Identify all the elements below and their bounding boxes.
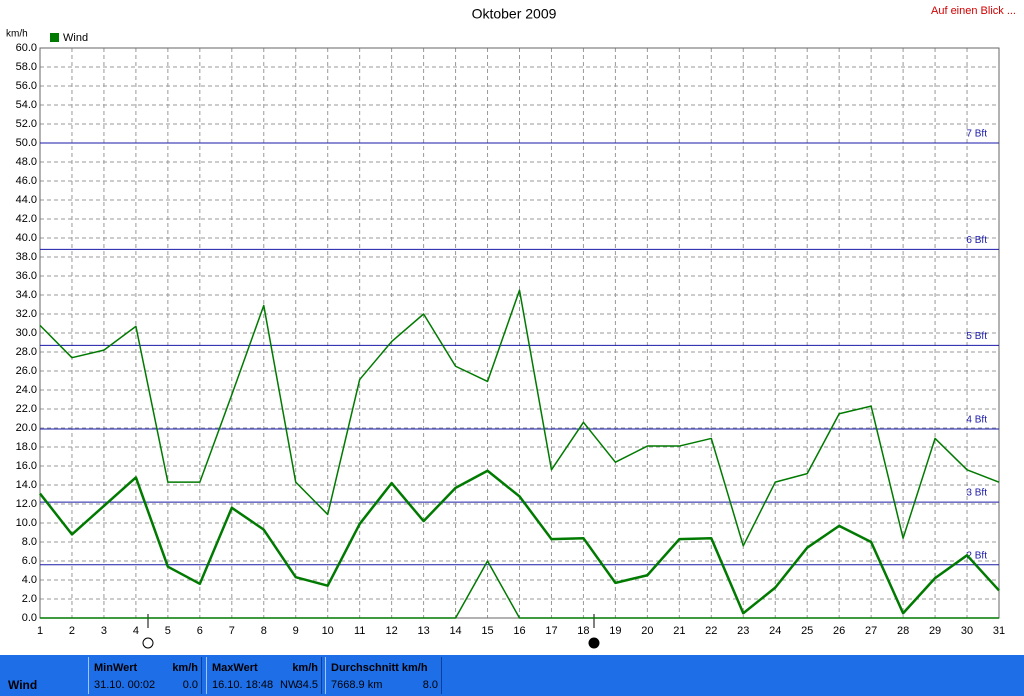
- y-tick-label: 28.0: [16, 346, 37, 358]
- legend-label: Wind: [63, 32, 88, 44]
- y-tick-label: 10.0: [16, 517, 37, 529]
- x-tick-label: 18: [577, 625, 589, 637]
- x-tick-label: 25: [801, 625, 813, 637]
- x-tick-label: 31: [993, 625, 1005, 637]
- series-line: [39, 289, 1000, 547]
- x-tick-label: 10: [322, 625, 334, 637]
- box-title: MinWert: [94, 662, 138, 674]
- y-tick-label: 30.0: [16, 327, 37, 339]
- y-tick-label: 50.0: [16, 137, 37, 149]
- beaufort-label: 5 Bft: [966, 331, 987, 342]
- x-tick-label: 26: [833, 625, 845, 637]
- y-tick-label: 14.0: [16, 479, 37, 491]
- x-tick-label: 23: [737, 625, 749, 637]
- y-tick-label: 58.0: [16, 61, 37, 73]
- y-tick-label: 18.0: [16, 441, 37, 453]
- y-tick-label: 6.0: [22, 555, 37, 567]
- y-tick-label: 2.0: [22, 593, 37, 605]
- beaufort-label: 3 Bft: [966, 488, 987, 499]
- x-tick-label: 22: [705, 625, 717, 637]
- avg-box: Durchschnitt km/h 7668.9 km 8.0: [325, 657, 442, 694]
- y-tick-label: 48.0: [16, 156, 37, 168]
- x-tick-label: 17: [545, 625, 557, 637]
- chart: Oktober 2009 Auf einen Blick ... km/h Wi…: [6, 5, 1016, 649]
- x-tick-label: 3: [101, 625, 107, 637]
- y-tick-label: 12.0: [16, 498, 37, 510]
- y-tick-label: 34.0: [16, 289, 37, 301]
- beaufort-label: 2 Bft: [966, 550, 987, 561]
- overview-link[interactable]: Auf einen Blick ...: [931, 5, 1016, 17]
- y-tick-label: 56.0: [16, 80, 37, 92]
- y-tick-label: 44.0: [16, 194, 37, 206]
- x-tick-label: 15: [481, 625, 493, 637]
- x-tick-label: 12: [386, 625, 398, 637]
- x-tick-label: 27: [865, 625, 877, 637]
- y-tick-label: 32.0: [16, 308, 37, 320]
- beaufort-label: 7 Bft: [966, 129, 987, 140]
- x-tick-label: 13: [417, 625, 429, 637]
- y-tick-label: 26.0: [16, 365, 37, 377]
- box-distance: 7668.9 km: [331, 679, 383, 691]
- box-value: 0.0: [182, 679, 198, 691]
- box-value: 8.0: [422, 679, 438, 691]
- beaufort-label: 6 Bft: [966, 235, 987, 246]
- series-line: [39, 469, 1000, 615]
- full-moon-icon: [142, 637, 154, 649]
- box-unit: km/h: [292, 662, 318, 674]
- y-tick-label: 52.0: [16, 118, 37, 130]
- series-line: [40, 560, 999, 619]
- x-tick-label: 2: [69, 625, 75, 637]
- box-value: 34.5: [296, 679, 318, 691]
- beaufort-label: 4 Bft: [966, 415, 987, 426]
- y-tick-label: 54.0: [16, 99, 37, 111]
- y-tick-label: 38.0: [16, 251, 37, 263]
- y-tick-label: 24.0: [16, 384, 37, 396]
- max-box: MaxWert km/h 16.10. 18:48 NW 34.5: [206, 657, 322, 694]
- x-tick-label: 21: [673, 625, 685, 637]
- chart-title: Oktober 2009: [472, 6, 557, 22]
- y-tick-label: 20.0: [16, 422, 37, 434]
- x-tick-label: 11: [354, 625, 365, 637]
- y-tick-label: 60.0: [16, 42, 37, 54]
- y-tick-label: 16.0: [16, 460, 37, 472]
- x-tick-label: 20: [641, 625, 653, 637]
- box-time: 31.10. 00:02: [94, 679, 156, 691]
- x-tick-label: 1: [37, 625, 43, 637]
- y-tick-label: 46.0: [16, 175, 37, 187]
- x-tick-label: 4: [133, 625, 139, 637]
- y-tick-label: 40.0: [16, 232, 37, 244]
- y-tick-label: 0.0: [22, 612, 37, 624]
- box-title: MaxWert: [212, 662, 258, 674]
- x-tick-label: 6: [197, 625, 203, 637]
- y-tick-label: 36.0: [16, 270, 37, 282]
- x-tick-label: 5: [165, 625, 171, 637]
- y-tick-label: 22.0: [16, 403, 37, 415]
- y-tick-label: 4.0: [22, 574, 37, 586]
- y-unit: km/h: [6, 29, 28, 40]
- x-tick-label: 19: [609, 625, 621, 637]
- box-direction: NW: [280, 679, 299, 691]
- new-moon-icon: [588, 637, 600, 649]
- box-time: 16.10. 18:48: [212, 679, 274, 691]
- box-title: Durchschnitt km/h: [331, 662, 428, 674]
- x-tick-label: 28: [897, 625, 909, 637]
- x-tick-label: 30: [961, 625, 973, 637]
- box-unit: km/h: [172, 662, 198, 674]
- x-tick-label: 9: [293, 625, 299, 637]
- y-tick-label: 8.0: [22, 536, 37, 548]
- legend-swatch: [50, 33, 59, 42]
- x-tick-label: 16: [513, 625, 525, 637]
- x-tick-label: 8: [261, 625, 267, 637]
- x-tick-label: 29: [929, 625, 941, 637]
- x-tick-label: 14: [449, 625, 461, 637]
- footer: Wind MinWert km/h 31.10. 00:02 0.0 MaxWe…: [0, 655, 1024, 696]
- y-tick-label: 42.0: [16, 213, 37, 225]
- min-box: MinWert km/h 31.10. 00:02 0.0: [88, 657, 202, 694]
- x-tick-label: 24: [769, 625, 781, 637]
- x-tick-label: 7: [229, 625, 235, 637]
- footer-label: Wind: [8, 678, 38, 692]
